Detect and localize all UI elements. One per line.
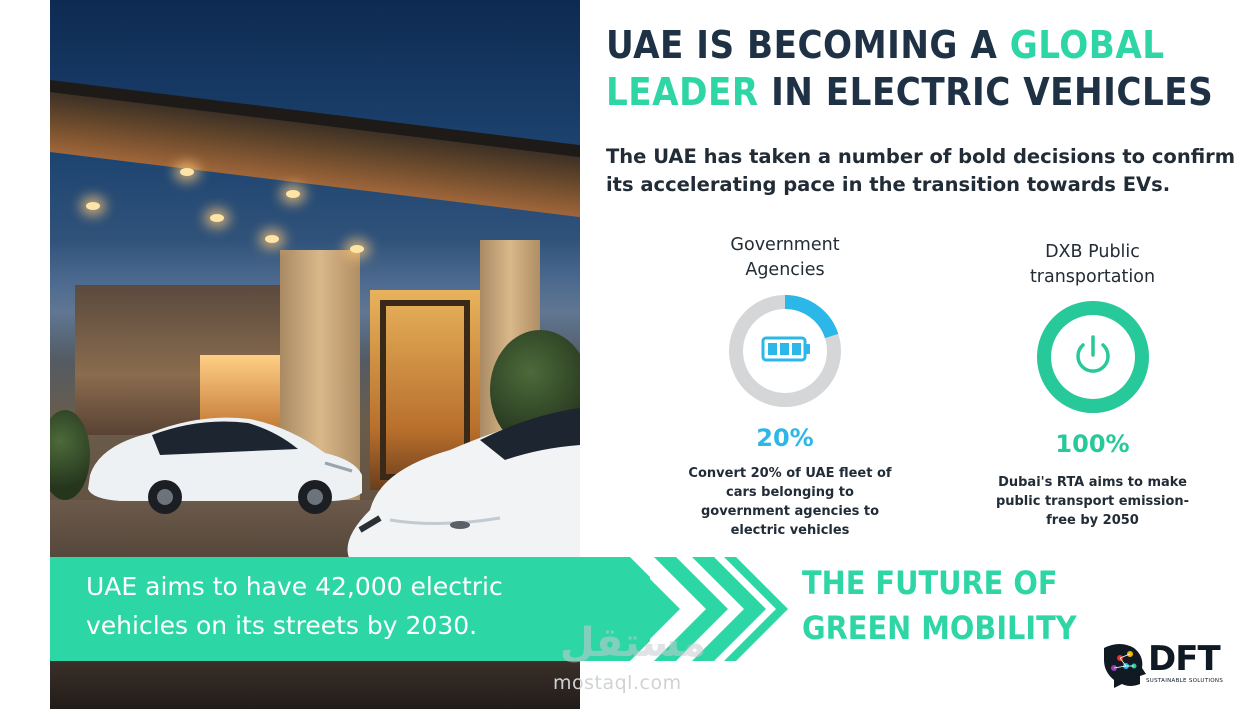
logo-tagline: SUSTAINABLE SOLUTIONS xyxy=(1146,678,1224,684)
stat-title: DXB Public transportation xyxy=(1029,242,1156,287)
stat-value: 20% xyxy=(756,424,814,452)
power-icon xyxy=(1076,335,1110,373)
stat-value-block: 100% xyxy=(1010,430,1175,458)
shrub xyxy=(50,410,90,500)
carport-roof xyxy=(50,82,580,218)
future-line-1: THE FUTURE OF xyxy=(802,564,1058,602)
stat-value-block: 20% xyxy=(700,424,870,452)
ceiling-light xyxy=(210,214,224,222)
title-part-1: UAE IS BECOMING A xyxy=(606,23,1010,67)
watermark-arabic: مستقل xyxy=(560,620,706,666)
banner-text: UAE aims to have 42,000 electric vehicle… xyxy=(86,572,503,640)
stat-title: Government Agencies xyxy=(730,235,840,280)
ceiling-light xyxy=(265,235,279,243)
photo-bottom-strip xyxy=(50,660,580,709)
white-ev-car-front xyxy=(347,408,580,560)
white-ev-car xyxy=(88,417,362,514)
watermark-domain: mostaql.com xyxy=(553,672,682,694)
future-line-2: GREEN MOBILITY xyxy=(802,609,1077,647)
page-title: UAE IS BECOMING A GLOBAL LEADER IN ELECT… xyxy=(606,22,1246,116)
title-part-2: IN ELECTRIC VEHICLES xyxy=(758,70,1214,114)
stat-dxb-public-transport: DXB Public transportation xyxy=(1005,240,1180,290)
stat-value: 100% xyxy=(1055,430,1130,458)
stat-description: Dubai's RTA aims to make public transpor… xyxy=(995,475,1190,528)
ceiling-light xyxy=(350,245,364,253)
ceiling-light xyxy=(180,168,194,176)
ring-progress xyxy=(1037,301,1149,413)
progress-ring-20 xyxy=(729,295,841,407)
intro-text: The UAE has taken a number of bold decis… xyxy=(606,145,1236,196)
battery-icon xyxy=(761,336,810,362)
title-accent-1: GLOBAL xyxy=(1009,23,1165,67)
future-tagline: THE FUTURE OF GREEN MOBILITY xyxy=(802,561,1132,651)
ring-progress xyxy=(729,295,841,407)
chevron-arrows-icon xyxy=(620,557,788,661)
ceiling-light xyxy=(86,202,100,210)
stat-description: Convert 20% of UAE fleet of cars belongi… xyxy=(688,466,892,538)
stat-government-agencies: Government Agencies xyxy=(700,233,870,283)
lit-window xyxy=(200,355,280,430)
logo-name: DFT xyxy=(1148,639,1221,679)
green-banner xyxy=(50,557,650,661)
watermark-arabic-text: مستقل xyxy=(560,620,706,666)
stat-description-block: Dubai's RTA aims to make public transpor… xyxy=(985,473,1200,530)
ceiling-light xyxy=(286,190,300,198)
dft-logo-icon xyxy=(1104,644,1146,688)
title-accent-2: LEADER xyxy=(606,70,759,114)
progress-ring-100 xyxy=(1037,301,1149,413)
stat-description-block: Convert 20% of UAE fleet of cars belongi… xyxy=(680,464,900,540)
